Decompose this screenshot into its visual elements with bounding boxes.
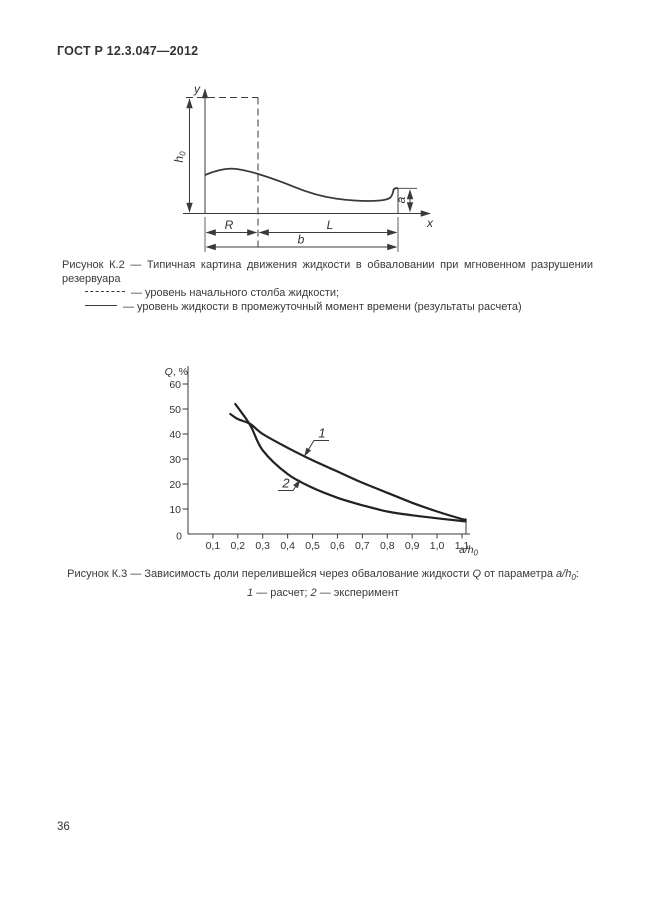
k3-caption-text2: от параметра — [481, 568, 557, 580]
x-tick-label: 0,7 — [355, 540, 370, 552]
origin-label: 0 — [176, 531, 182, 543]
figure-k3-series-note: 1 — расчет; 2 — эксперимент — [0, 586, 646, 600]
k3-note-mid: — расчет; — [253, 587, 311, 600]
legend-solid-text: — уровень жидкости в промежуточный момен… — [123, 301, 522, 313]
x-tick-label: 1,1 — [455, 540, 470, 552]
legend-solid-row: — уровень жидкости в промежуточный момен… — [62, 300, 593, 314]
a-dim-label: a — [394, 196, 408, 203]
liquid-surface-curve — [204, 167, 398, 202]
y-tick-label: 10 — [169, 504, 181, 516]
series1-leader — [304, 440, 329, 457]
k3-curves — [229, 402, 467, 523]
y-tick-label: 30 — [169, 454, 181, 466]
series2-leader — [278, 479, 301, 491]
series2-label: 2 — [281, 476, 290, 491]
k3-y-ticks: 10 20 30 40 50 60 0 — [169, 379, 188, 543]
k3-note-2: 2 — [310, 587, 317, 600]
figure-k3-title: Рисунок К.3 — Зависимость доли переливше… — [0, 567, 646, 585]
k3-caption-colon: : — [575, 568, 579, 580]
x-tick-label: 1,0 — [430, 540, 445, 552]
b-dim-label: b — [298, 233, 305, 247]
figure-k2-title: Рисунок К.2 — Типичная картина движения … — [62, 259, 593, 285]
page-header: ГОСТ Р 12.3.047—2012 — [57, 44, 199, 58]
figure-k2-diagram: y x h0 a R L b — [172, 82, 434, 252]
dashed-line-swatch — [85, 291, 125, 293]
k3-caption-ah-sub: 0 — [571, 573, 576, 583]
k3-note-end: — эксперимент — [316, 587, 399, 600]
figure-k2-caption: Рисунок К.2 — Типичная картина движения … — [62, 258, 593, 314]
x-tick-label: 0,5 — [305, 540, 320, 552]
x-tick-label: 0,2 — [231, 540, 246, 552]
k3-caption-ah: a/h — [556, 568, 572, 580]
k3-note-1: 1 — [247, 587, 254, 600]
x-tick-label: 0,9 — [405, 540, 420, 552]
legend-dashed-text: — уровень начального столба жидкости; — [131, 287, 340, 299]
x-tick-label: 0,8 — [380, 540, 395, 552]
k3-y-axis-title: Q, % — [165, 366, 188, 378]
k3-x-axis-title: a/h0 — [459, 544, 479, 558]
figure-k3-caption: Рисунок К.3 — Зависимость доли переливше… — [0, 567, 646, 600]
h0-dim-label: h0 — [172, 151, 188, 163]
y-tick-label: 40 — [169, 429, 181, 441]
k3-x-ticks: 0,1 0,2 0,3 0,4 0,5 0,6 0,7 0,8 0,9 1,0 1,1 — [206, 534, 470, 552]
x-tick-label: 0,4 — [280, 540, 295, 552]
x-axis-label: x — [426, 216, 434, 230]
page-number: 36 — [57, 821, 70, 833]
legend-dashed-row: — уровень начального столба жидкости; — [62, 286, 593, 300]
x-tick-label: 0,6 — [330, 540, 345, 552]
series-1-curve — [229, 412, 467, 521]
k3-caption-q: Q — [472, 568, 482, 580]
series1-label: 1 — [318, 426, 325, 441]
r-dim-label: R — [225, 218, 234, 232]
y-tick-label: 60 — [169, 379, 181, 391]
x-tick-label: 0,3 — [255, 540, 270, 552]
y-tick-label: 20 — [169, 479, 181, 491]
l-dim-label: L — [327, 218, 334, 232]
series-2-curve — [234, 402, 467, 523]
y-tick-label: 50 — [169, 404, 181, 416]
solid-line-swatch — [85, 305, 117, 307]
y-axis-label: y — [193, 82, 201, 96]
k3-caption-text1: Рисунок К.3 — Зависимость доли переливше… — [67, 568, 473, 580]
x-tick-label: 0,1 — [206, 540, 221, 552]
